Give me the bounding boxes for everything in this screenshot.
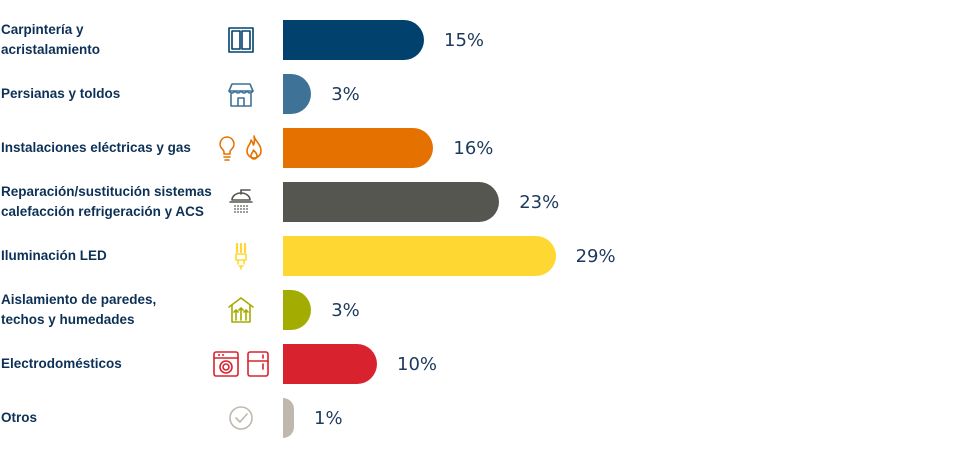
bar: [283, 20, 424, 60]
category-label: Electrodomésticos: [1, 344, 216, 384]
category-icons: [212, 344, 270, 384]
washing-machine-icon: [213, 351, 239, 377]
bar: [283, 344, 377, 384]
led-bulb-icon: [235, 242, 247, 270]
category-icons: [212, 74, 270, 114]
category-label-text: Iluminación LED: [1, 248, 107, 263]
bar: [283, 182, 500, 222]
value-label: 3%: [331, 300, 360, 321]
value-label: 23%: [519, 192, 560, 213]
category-label-text: Instalaciones eléctricas y gas: [1, 140, 191, 155]
bar-row: Aislamiento de paredes, techos y humedad…: [0, 290, 970, 330]
bar: [283, 74, 312, 114]
value-label: 16%: [453, 138, 494, 159]
bar-row: Iluminación LED 29%: [0, 236, 970, 276]
shower-heater-icon: [229, 189, 253, 213]
category-label-text: Persianas y toldos: [1, 86, 121, 101]
bar-row: Otros 1%: [0, 398, 970, 438]
category-label: Persianas y toldos: [1, 74, 216, 114]
category-label: Otros: [1, 398, 216, 438]
category-label-text: Electrodomésticos: [1, 356, 122, 371]
fridge-icon: [247, 351, 269, 377]
bar: [283, 128, 434, 168]
category-label-text: Aislamiento de paredes, techos y humedad…: [1, 292, 157, 327]
category-icons: [212, 236, 270, 276]
bar-row: Electrodomésticos 10%: [0, 344, 970, 384]
category-label: Iluminación LED: [1, 236, 216, 276]
flame-icon: [246, 135, 262, 160]
bar-row: Persianas y toldos 3%: [0, 74, 970, 114]
category-label-text: Reparación/sustitución sistemas calefacc…: [1, 184, 212, 219]
bar: [283, 290, 312, 330]
bar: [283, 398, 294, 438]
bar: [283, 236, 556, 276]
value-label: 3%: [331, 84, 360, 105]
shop-awning-icon: [228, 83, 254, 107]
lightbulb-icon: [219, 136, 235, 161]
category-label: Instalaciones eléctricas y gas: [1, 128, 216, 168]
category-label-text: Carpintería y acristalamiento: [1, 22, 101, 57]
category-label-text: Otros: [1, 410, 38, 425]
category-icons: [212, 20, 270, 60]
window-icon: [228, 27, 254, 53]
category-label: Aislamiento de paredes, techos y humedad…: [1, 290, 216, 330]
bar-row: Reparación/sustitución sistemas calefacc…: [0, 182, 970, 222]
insulation-house-icon: [228, 297, 254, 323]
value-label: 1%: [314, 408, 343, 429]
value-label: 10%: [397, 354, 438, 375]
bar-row: Instalaciones eléctricas y gas 16%: [0, 128, 970, 168]
category-icons: [212, 398, 270, 438]
category-icons: [212, 182, 270, 222]
value-label: 29%: [575, 246, 616, 267]
value-label: 15%: [444, 30, 485, 51]
category-label: Reparación/sustitución sistemas calefacc…: [1, 182, 216, 222]
category-label: Carpintería y acristalamiento: [1, 20, 216, 60]
check-circle-icon: [229, 406, 253, 430]
category-icons: [212, 128, 270, 168]
bar-row: Carpintería y acristalamiento 15%: [0, 20, 970, 60]
category-icons: [212, 290, 270, 330]
